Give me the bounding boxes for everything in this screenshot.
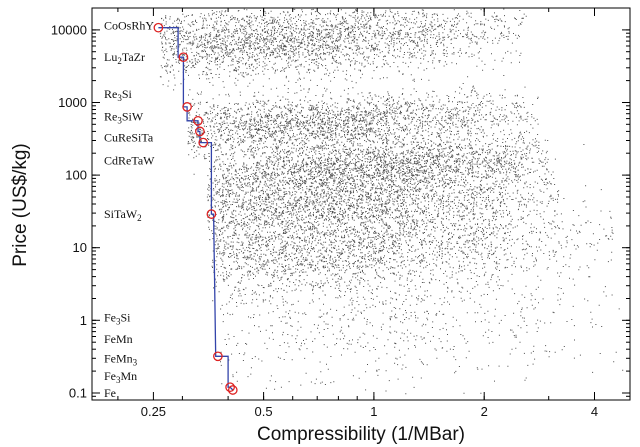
pareto-point-4 [193, 115, 203, 126]
compound-label-part: SiW [122, 110, 144, 124]
y-tick-label: 100 [65, 168, 87, 183]
data-points-layer [159, 8, 624, 395]
x-tick-label: 0.5 [255, 404, 273, 419]
compound-label-subscript: 3 [117, 116, 122, 126]
pareto-point-8 [213, 351, 223, 362]
compound-label-lu2tazr: Lu2TaZr [104, 50, 145, 66]
y-tick-label: 10000 [51, 22, 87, 37]
compound-label-part: Lu [104, 50, 117, 64]
y-tick-label: 0.1 [69, 386, 87, 401]
compound-label-cdretaw: CdReTaW [104, 153, 155, 167]
compound-label-part: Si [122, 87, 133, 101]
compound-label-sitaw2: SiTaW2 [104, 207, 142, 223]
x-tick-label: 4 [591, 404, 598, 419]
compound-label-part: Mn [121, 369, 138, 383]
data-point-cloud [159, 8, 624, 395]
compound-label-part: Re [104, 87, 117, 101]
pareto-point-5 [195, 126, 205, 137]
x-tick-label: 2 [481, 404, 488, 419]
compound-label-re3siw: Re3SiW [104, 110, 144, 126]
compound-label-fe3si: Fe3Si [104, 310, 131, 326]
x-tick-label: 1 [370, 404, 377, 419]
pareto-point-9 [225, 382, 235, 393]
pareto-frontier-layer [158, 27, 234, 391]
compound-label-subscript: 3 [133, 357, 138, 367]
y-tick-label: 1 [80, 313, 87, 328]
compound-label-part: Fe [104, 310, 116, 324]
compound-label-part: Si [121, 310, 132, 324]
compound-labels-layer: CoOsRhYLu2TaZrRe3SiRe3SiWCuReSiTaCdReTaW… [104, 19, 155, 401]
pareto-points-layer [153, 22, 238, 395]
compound-label-fe: Fe [104, 386, 116, 400]
compound-label-fe3mn: Fe3Mn [104, 369, 137, 385]
compound-label-part: Fe [104, 369, 116, 383]
x-axis-title: Compressibility (1/MBar) [257, 424, 465, 445]
pareto-point-1 [153, 22, 164, 33]
compound-label-subscript: 3 [117, 93, 122, 103]
y-axis-title: Price (US$/kg) [10, 143, 31, 267]
compound-label-subscript: 3 [116, 375, 121, 385]
y-axis-ticks: 0.1 1 10 100 1000 10000 [51, 7, 630, 401]
compound-label-subscript: 3 [116, 316, 121, 326]
y-tick-label: 1000 [58, 95, 87, 110]
pareto-point-3 [182, 102, 192, 112]
compound-label-coosrhy: CoOsRhY [104, 19, 154, 33]
pareto-point-10 [227, 385, 238, 395]
x-axis-ticks: 0.25 0.5 1 2 4 [117, 8, 631, 419]
pareto-point-2 [178, 52, 189, 63]
compound-label-femn3: FeMn3 [104, 351, 138, 367]
compound-label-part: Re [104, 110, 117, 124]
compound-label-subscript: 2 [117, 56, 122, 66]
y-tick-label: 10 [73, 240, 87, 255]
compound-label-femn: FeMn [104, 332, 133, 346]
compound-label-subscript: 2 [137, 213, 142, 223]
pareto-point-7 [206, 209, 217, 219]
pareto-frontier-line [158, 27, 234, 391]
x-tick-label: 0.25 [141, 404, 166, 419]
compound-label-part: SiTaW [104, 207, 138, 221]
pareto-point-6 [198, 137, 209, 148]
compound-label-part: FeMn [104, 351, 133, 365]
compound-label-part: TaZr [122, 50, 145, 64]
compound-label-curesita: CuReSiTa [104, 130, 154, 144]
compound-label-re3si: Re3Si [104, 87, 133, 103]
